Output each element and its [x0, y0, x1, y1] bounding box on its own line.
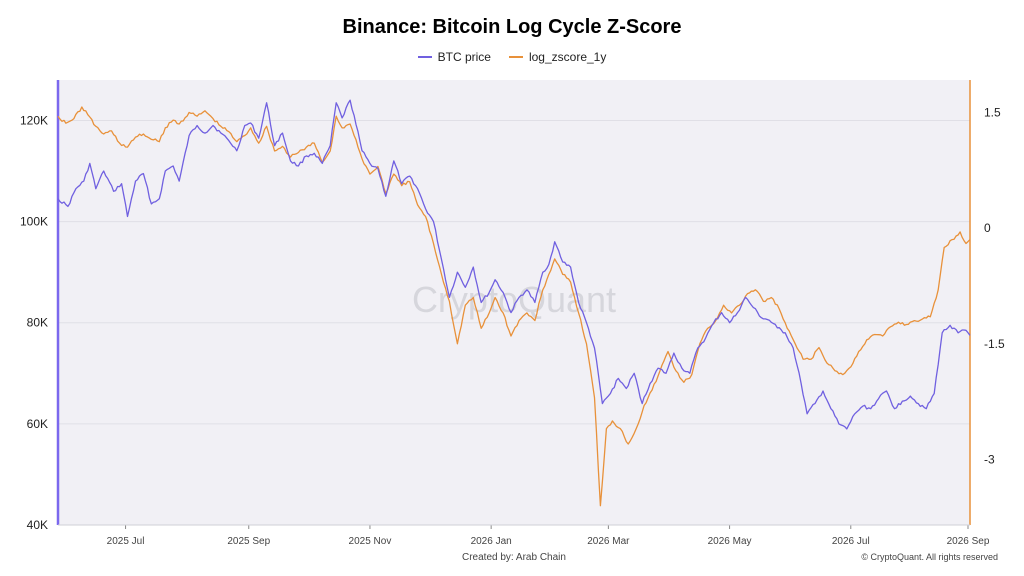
- y-right-tick-label: -1.5: [984, 337, 1005, 351]
- x-tick-label: 2026 May: [708, 536, 752, 547]
- legend-label-btc-price: BTC price: [437, 50, 491, 64]
- legend-label-log-zscore: log_zscore_1y: [528, 50, 607, 64]
- legend-swatch-log-zscore: [508, 56, 523, 58]
- x-tick-label: 2025 Sep: [227, 536, 270, 547]
- watermark: CryptoQuant: [412, 279, 616, 320]
- y-left-tick-label: 40K: [27, 518, 48, 532]
- x-tick-label: 2026 Jan: [471, 536, 512, 547]
- chart-legend: BTC price log_zscore_1y: [0, 50, 1024, 64]
- copyright-label: © CryptoQuant. All rights reserved: [861, 552, 998, 562]
- y-right-tick-label: 1.5: [984, 105, 1001, 119]
- created-by-label: Created by: Arab Chain: [462, 552, 566, 563]
- y-left-tick-label: 60K: [27, 417, 48, 431]
- legend-item-btc-price[interactable]: BTC price: [417, 50, 491, 64]
- x-tick-label: 2026 Jul: [832, 536, 870, 547]
- y-right-tick-label: 0: [984, 221, 991, 235]
- series-line-log-zscore: [57, 106, 971, 507]
- plot-area: [58, 80, 970, 525]
- x-tick-label: 2026 Sep: [947, 536, 990, 547]
- legend-swatch-btc-price: [417, 56, 432, 58]
- series-line-btc-price: [57, 99, 971, 430]
- y-left-tick-label: 80K: [27, 316, 48, 330]
- x-tick-label: 2025 Nov: [349, 536, 392, 547]
- y-left-tick-label: 100K: [20, 215, 48, 229]
- y-left-tick-label: 120K: [20, 113, 48, 127]
- chart-title: Binance: Bitcoin Log Cycle Z-Score: [342, 16, 682, 38]
- x-tick-label: 2025 Jul: [107, 536, 145, 547]
- x-tick-label: 2026 Mar: [587, 536, 630, 547]
- y-right-tick-label: -3: [984, 452, 995, 466]
- legend-item-log-zscore[interactable]: log_zscore_1y: [508, 50, 607, 64]
